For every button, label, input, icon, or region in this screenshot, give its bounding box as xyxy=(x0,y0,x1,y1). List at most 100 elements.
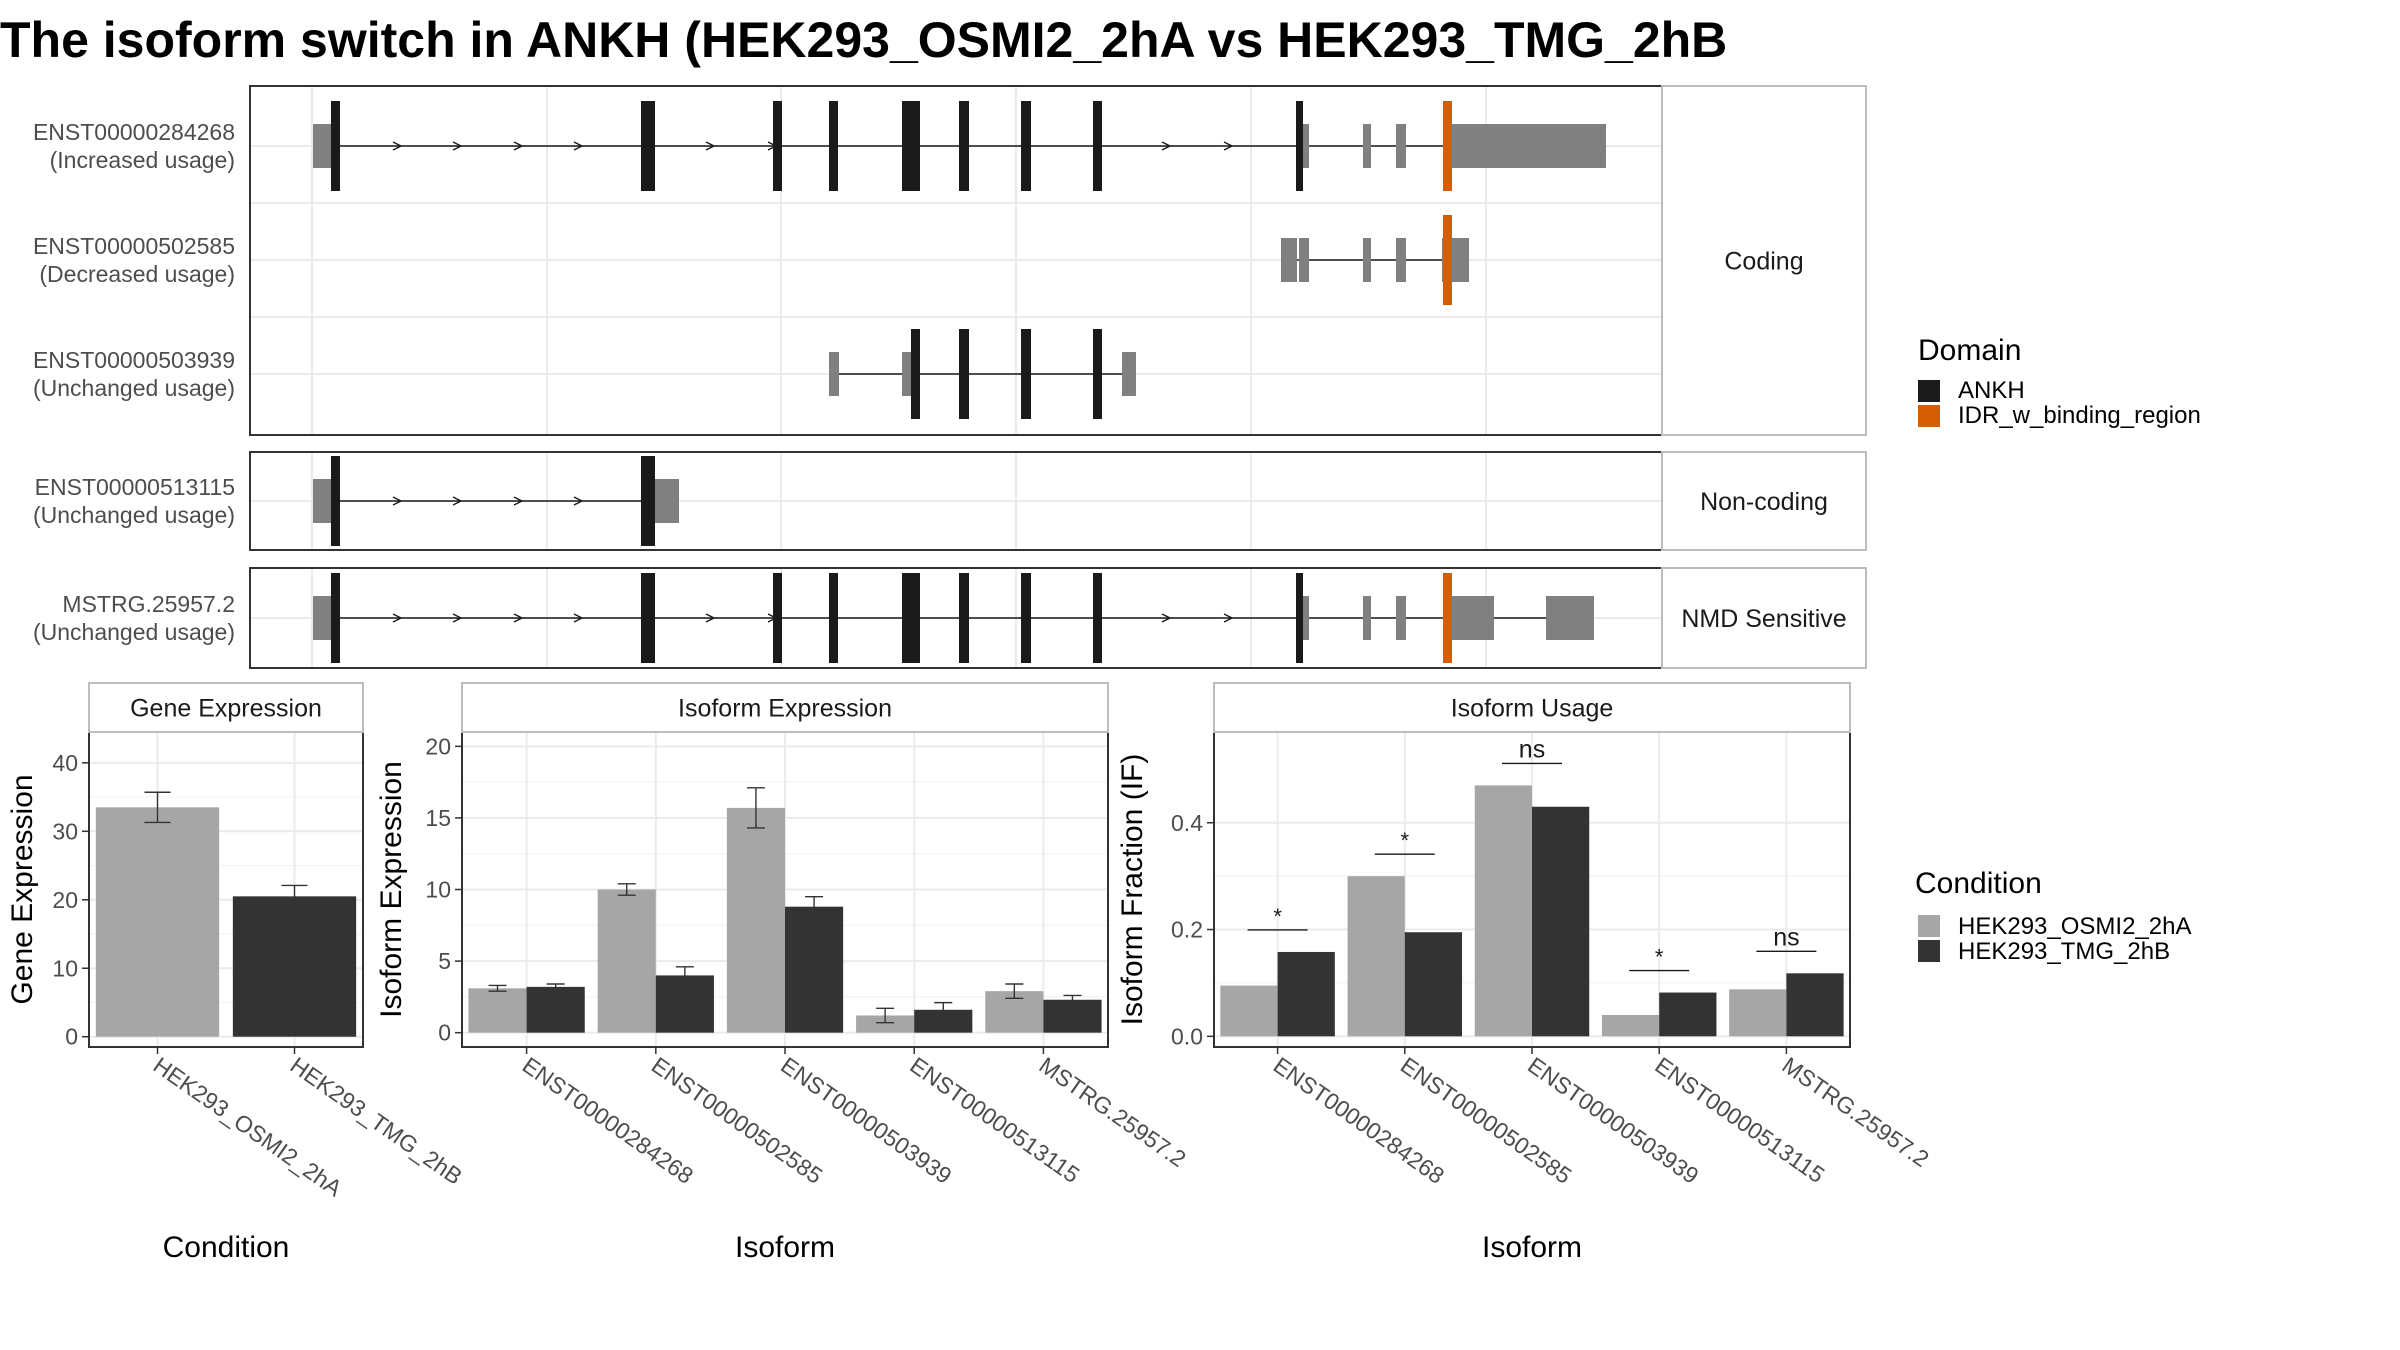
utr-exon xyxy=(1126,352,1136,396)
transcript-group-label: Coding xyxy=(1724,248,1803,276)
coding-exon xyxy=(1021,329,1031,419)
domain-legend-key-idr xyxy=(1918,405,1940,427)
utr-exon xyxy=(1363,124,1371,168)
significance-label: * xyxy=(1273,904,1282,929)
significance-label: ns xyxy=(1519,735,1545,763)
transcript-group-strip xyxy=(1661,85,1867,436)
y-tick-label: 0.4 xyxy=(1171,810,1203,836)
transcript-usage-label: (Unchanged usage) xyxy=(33,502,235,528)
coding-exon xyxy=(1093,101,1102,191)
coding-exon xyxy=(1093,329,1102,419)
intron-direction-arrow xyxy=(573,141,584,151)
utr-exon xyxy=(1452,596,1494,640)
intron-direction-arrow xyxy=(392,141,403,151)
coding-exon xyxy=(959,573,969,663)
transcript-usage-label: (Unchanged usage) xyxy=(33,375,235,401)
utr-exon xyxy=(655,479,662,523)
coding-exon xyxy=(902,101,920,191)
coding-exon xyxy=(773,101,782,191)
bar xyxy=(1659,992,1717,1037)
utr-exon xyxy=(1396,238,1406,282)
coding-exon xyxy=(911,329,920,419)
facet-title: Isoform Usage xyxy=(1451,695,1614,723)
significance-label: * xyxy=(1401,828,1410,853)
intron-direction-arrow xyxy=(1223,141,1234,151)
utr-exon xyxy=(1299,238,1309,282)
utr-exon xyxy=(829,352,839,396)
x-axis-title: Isoform xyxy=(735,1231,835,1264)
y-tick-label: 20 xyxy=(425,733,451,759)
intron-direction-arrow xyxy=(705,141,716,151)
y-tick-label: 0.2 xyxy=(1171,917,1203,943)
intron-direction-arrow xyxy=(513,496,524,506)
utr-exon xyxy=(1452,238,1469,282)
utr-exon xyxy=(313,124,331,168)
transcript-id-label: ENST00000284268 xyxy=(33,119,235,145)
intron-direction-arrow xyxy=(452,613,463,623)
coding-exon xyxy=(331,573,340,663)
coding-exon xyxy=(959,329,969,419)
utr-exon xyxy=(1396,596,1406,640)
y-axis-title: Gene Expression xyxy=(6,774,39,1004)
bar xyxy=(1043,999,1102,1033)
utr-exon xyxy=(313,596,331,640)
idr-domain-exon xyxy=(1443,101,1452,191)
intron-direction-arrow xyxy=(1161,141,1172,151)
bar xyxy=(726,807,785,1033)
transcript-group-strip xyxy=(1661,567,1867,669)
figure-title: The isoform switch in ANKH (HEK293_OSMI2… xyxy=(0,12,1727,68)
utr-exon xyxy=(1303,596,1309,640)
bar xyxy=(1729,989,1787,1037)
coding-exon xyxy=(1296,101,1303,191)
transcript-group-strip xyxy=(1661,451,1867,551)
intron-direction-arrow xyxy=(1223,613,1234,623)
y-tick-label: 0.0 xyxy=(1171,1023,1203,1049)
transcript-id-label: ENST00000513115 xyxy=(35,474,235,500)
bar xyxy=(785,906,844,1033)
utr-exon xyxy=(1396,124,1406,168)
y-tick-label: 10 xyxy=(425,877,451,903)
y-tick-label: 40 xyxy=(52,750,78,776)
bar xyxy=(526,986,585,1033)
idr-domain-exon xyxy=(1443,215,1452,305)
y-tick-label: 0 xyxy=(65,1024,78,1050)
utr-exon xyxy=(1303,124,1309,168)
significance-label: * xyxy=(1655,945,1664,970)
domain-legend-label-ankh: ANKH xyxy=(1958,377,2025,404)
condition-legend-label-b: HEK293_TMG_2hB xyxy=(1958,938,2170,965)
y-tick-label: 20 xyxy=(52,887,78,913)
condition-legend-label-a: HEK293_OSMI2_2hA xyxy=(1958,913,2191,940)
idr-domain-exon xyxy=(1443,573,1452,663)
utr-exon xyxy=(1546,596,1594,640)
coding-exon xyxy=(1021,573,1031,663)
bar xyxy=(1532,806,1590,1037)
utr-exon xyxy=(662,479,679,523)
domain-legend: Domain ANKH IDR_w_binding_region xyxy=(1918,334,2201,429)
coding-exon xyxy=(829,573,838,663)
intron-direction-arrow xyxy=(513,141,524,151)
bar xyxy=(232,896,357,1037)
bar xyxy=(597,889,656,1033)
y-axis-title: Isoform Fraction (IF) xyxy=(1116,754,1149,1026)
intron-direction-arrow xyxy=(392,496,403,506)
facet-title: Gene Expression xyxy=(130,695,322,723)
intron-direction-arrow xyxy=(452,141,463,151)
utr-exon xyxy=(1281,238,1297,282)
bar xyxy=(1786,973,1844,1037)
coding-exon xyxy=(1093,573,1102,663)
utr-exon xyxy=(1452,124,1606,168)
coding-exon xyxy=(1021,101,1031,191)
x-axis-title: Isoform xyxy=(1482,1231,1582,1264)
bar xyxy=(914,1009,973,1033)
intron-direction-arrow xyxy=(1161,613,1172,623)
facet-strip xyxy=(1213,682,1851,733)
coding-exon xyxy=(641,573,655,663)
y-tick-label: 0 xyxy=(438,1020,451,1046)
bar xyxy=(1220,985,1278,1037)
transcript-usage-label: (Unchanged usage) xyxy=(33,619,235,645)
transcript-id-label: MSTRG.25957.2 xyxy=(62,591,235,617)
bar xyxy=(95,807,220,1037)
intron-direction-arrow xyxy=(392,613,403,623)
intron-direction-arrow xyxy=(513,613,524,623)
transcript-group-label: Non-coding xyxy=(1700,488,1828,516)
